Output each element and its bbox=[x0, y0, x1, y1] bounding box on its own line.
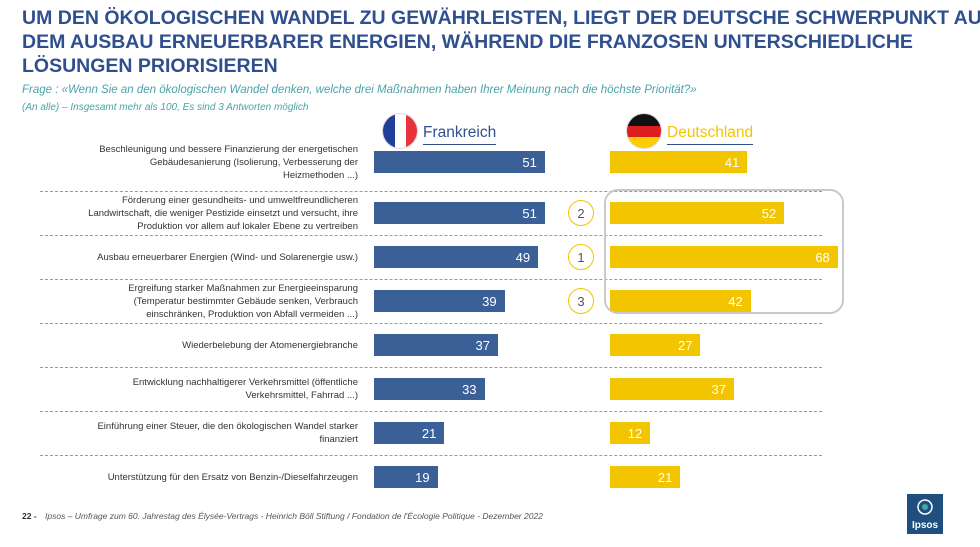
france-column-header: Frankreich bbox=[383, 113, 497, 149]
germany-rank-badge: 3 bbox=[568, 288, 594, 314]
germany-value-label: 52 bbox=[761, 205, 777, 221]
row-separator bbox=[40, 367, 822, 368]
france-bar: 51 bbox=[374, 202, 545, 224]
germany-column-header: Deutschland bbox=[627, 113, 754, 149]
category-label: Ausbau erneuerbarer Energien (Wind- und … bbox=[40, 235, 358, 279]
category-label: Ergreifung starker Maßnahmen zur Energie… bbox=[40, 279, 358, 323]
germany-value-label: 68 bbox=[815, 249, 830, 265]
category-label-line: Landwirtschaft, die weniger Pestizide ei… bbox=[88, 207, 358, 219]
footer: 22 - Ipsos – Umfrage zum 60. Jahrestag d… bbox=[22, 511, 543, 521]
france-flag-icon bbox=[383, 114, 417, 148]
france-value-label: 21 bbox=[421, 425, 437, 441]
category-label-line: Gebäudesanierung (Isolierung, Verbesseru… bbox=[149, 156, 358, 168]
france-value-label: 51 bbox=[522, 205, 537, 221]
germany-bar: 42 bbox=[610, 290, 751, 312]
category-label: Förderung einer gesundheits- und umweltf… bbox=[40, 191, 358, 235]
france-value-label: 39 bbox=[482, 293, 497, 309]
survey-subnote: (An alle) – Insgesamt mehr als 100, Es s… bbox=[22, 102, 309, 113]
top-three-highlight-box bbox=[604, 189, 844, 314]
france-bar: 33 bbox=[374, 378, 485, 400]
germany-bar: 41 bbox=[610, 151, 748, 173]
france-bar: 21 bbox=[374, 422, 445, 444]
france-bar: 49 bbox=[374, 246, 539, 268]
germany-value-label: 42 bbox=[728, 293, 743, 309]
row-separator bbox=[40, 190, 822, 192]
france-value-label: 37 bbox=[475, 337, 490, 353]
germany-bar: 12 bbox=[610, 422, 651, 444]
germany-value-label: 21 bbox=[657, 469, 673, 485]
category-label-line: Produktion vor allem auf lokaler Ebene z… bbox=[137, 220, 358, 232]
germany-value-label: 27 bbox=[677, 337, 693, 353]
source-note: Ipsos – Umfrage zum 60. Jahrestag des Él… bbox=[45, 511, 543, 521]
germany-flag-icon bbox=[627, 114, 661, 148]
category-label-line: (Temperatur bestimmter Gebäude senken, V… bbox=[133, 295, 358, 307]
page-number: 22 - bbox=[22, 511, 37, 521]
category-label: Einführung einer Steuer, die den ökologi… bbox=[40, 411, 358, 455]
ipsos-logo-icon bbox=[917, 499, 933, 515]
category-label: Beschleunigung und bessere Finanzierung … bbox=[40, 140, 358, 184]
france-label: Frankreich bbox=[423, 124, 497, 145]
category-label-line: Förderung einer gesundheits- und umweltf… bbox=[121, 194, 358, 206]
france-bar: 51 bbox=[374, 151, 545, 173]
germany-bar: 21 bbox=[610, 466, 681, 488]
category-label-line: finanziert bbox=[319, 434, 358, 445]
germany-bar: 68 bbox=[610, 246, 838, 268]
category-label-line: Ergreifung starker Maßnahmen zur Energie… bbox=[128, 282, 358, 294]
title-line: LÖSUNGEN PRIORISIEREN bbox=[22, 55, 278, 77]
category-label-line: Heizmethoden ...) bbox=[283, 169, 358, 181]
france-value-label: 51 bbox=[522, 154, 537, 170]
title-line: DEM AUSBAU ERNEUERBARER ENERGIEN, WÄHREN… bbox=[22, 31, 913, 53]
category-label-line: Wiederbelebung der Atomenergiebranche bbox=[182, 339, 358, 351]
row-separator bbox=[40, 279, 822, 280]
category-label-line: einschränken, Produktion von Abfall verm… bbox=[146, 308, 358, 320]
germany-value-label: 12 bbox=[627, 425, 643, 441]
france-bar: 39 bbox=[374, 290, 505, 312]
category-label: Entwicklung nachhaltigerer Verkehrsmitte… bbox=[40, 367, 358, 411]
germany-bar: 52 bbox=[610, 202, 785, 224]
category-label-line: Beschleunigung und bessere Finanzierung … bbox=[99, 143, 358, 155]
category-label-line: Ausbau erneuerbarer Energien (Wind- und … bbox=[97, 251, 358, 263]
france-value-label: 49 bbox=[515, 249, 531, 265]
row-separator bbox=[40, 455, 822, 456]
france-value-label: 33 bbox=[462, 381, 477, 397]
survey-question: Frage : «Wenn Sie an den ökologischen Wa… bbox=[22, 84, 697, 96]
ipsos-logo-text: Ipsos bbox=[911, 520, 939, 531]
row-separator bbox=[40, 235, 822, 236]
germany-rank-badge: 2 bbox=[568, 200, 594, 226]
france-bar: 37 bbox=[374, 334, 498, 356]
category-label-line: Verkehrsmittel, Fahrrad ...) bbox=[245, 390, 358, 401]
category-label: Unterstützung für den Ersatz von Benzin-… bbox=[40, 455, 358, 499]
germany-value-label: 41 bbox=[724, 154, 740, 170]
ipsos-logo: Ipsos bbox=[907, 494, 943, 534]
row-separator bbox=[40, 323, 822, 324]
germany-bar: 37 bbox=[610, 378, 734, 400]
germany-value-label: 37 bbox=[711, 381, 726, 397]
france-value-label: 19 bbox=[415, 469, 430, 485]
category-label: Wiederbelebung der Atomenergiebranche bbox=[40, 323, 358, 367]
title-line: UM DEN ÖKOLOGISCHEN WANDEL ZU GEWÄHRLEIS… bbox=[22, 7, 980, 29]
germany-label: Deutschland bbox=[667, 124, 754, 145]
category-label-line: Einführung einer Steuer, die den ökologi… bbox=[97, 421, 358, 432]
category-label-line: Unterstützung für den Ersatz von Benzin-… bbox=[107, 471, 358, 483]
category-label-line: Entwicklung nachhaltigerer Verkehrsmitte… bbox=[132, 377, 358, 388]
germany-rank-badge: 1 bbox=[568, 244, 594, 270]
france-bar: 19 bbox=[374, 466, 438, 488]
row-separator bbox=[40, 411, 822, 412]
germany-bar: 27 bbox=[610, 334, 701, 356]
page-title: UM DEN ÖKOLOGISCHEN WANDEL ZU GEWÄHRLEIS… bbox=[22, 6, 980, 78]
